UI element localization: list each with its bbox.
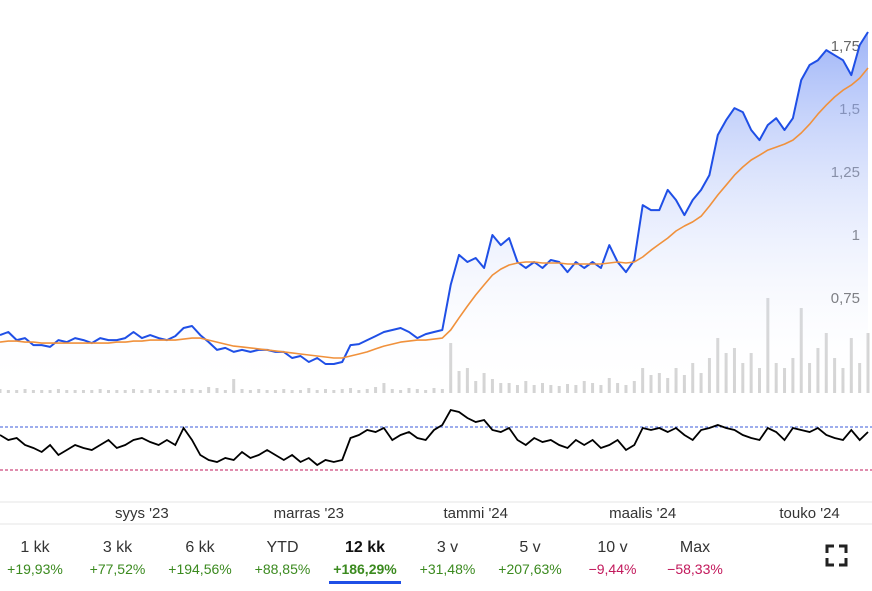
fullscreen-icon[interactable]	[825, 544, 848, 567]
period-change: +77,52%	[90, 561, 146, 577]
price-line	[0, 31, 869, 365]
period-change: +207,63%	[498, 561, 561, 577]
y-tick-label: 1,75	[831, 38, 860, 55]
x-tick-label: tammi '24	[443, 505, 508, 522]
x-tick-label: maalis '24	[609, 505, 676, 522]
period-change: +186,29%	[333, 561, 397, 577]
oscillator-line	[0, 408, 869, 467]
period-change: +31,48%	[420, 561, 476, 577]
period-button[interactable]: 5 v	[519, 539, 540, 556]
period-button[interactable]: 10 v	[597, 539, 627, 556]
period-button[interactable]: Max	[680, 539, 710, 556]
period-change: +194,56%	[168, 561, 231, 577]
period-button[interactable]: 1 kk	[20, 539, 50, 556]
moving-average-line	[0, 67, 869, 359]
selected-indicator	[329, 581, 401, 584]
x-tick-label: syys '23	[115, 505, 169, 522]
period-button[interactable]: YTD	[267, 539, 299, 556]
x-tick-label: marras '23	[274, 505, 344, 522]
period-button[interactable]: 6 kk	[185, 539, 215, 556]
period-button[interactable]: 3 v	[437, 539, 458, 556]
period-change: −58,33%	[667, 561, 723, 577]
period-change: +88,85%	[255, 561, 311, 577]
x-tick-label: touko '24	[779, 505, 839, 522]
period-button[interactable]: 12 kk	[345, 539, 385, 556]
period-button[interactable]: 3 kk	[103, 539, 133, 556]
price-area	[0, 32, 868, 393]
period-change: −9,44%	[589, 561, 637, 577]
period-change: +19,93%	[7, 561, 63, 577]
